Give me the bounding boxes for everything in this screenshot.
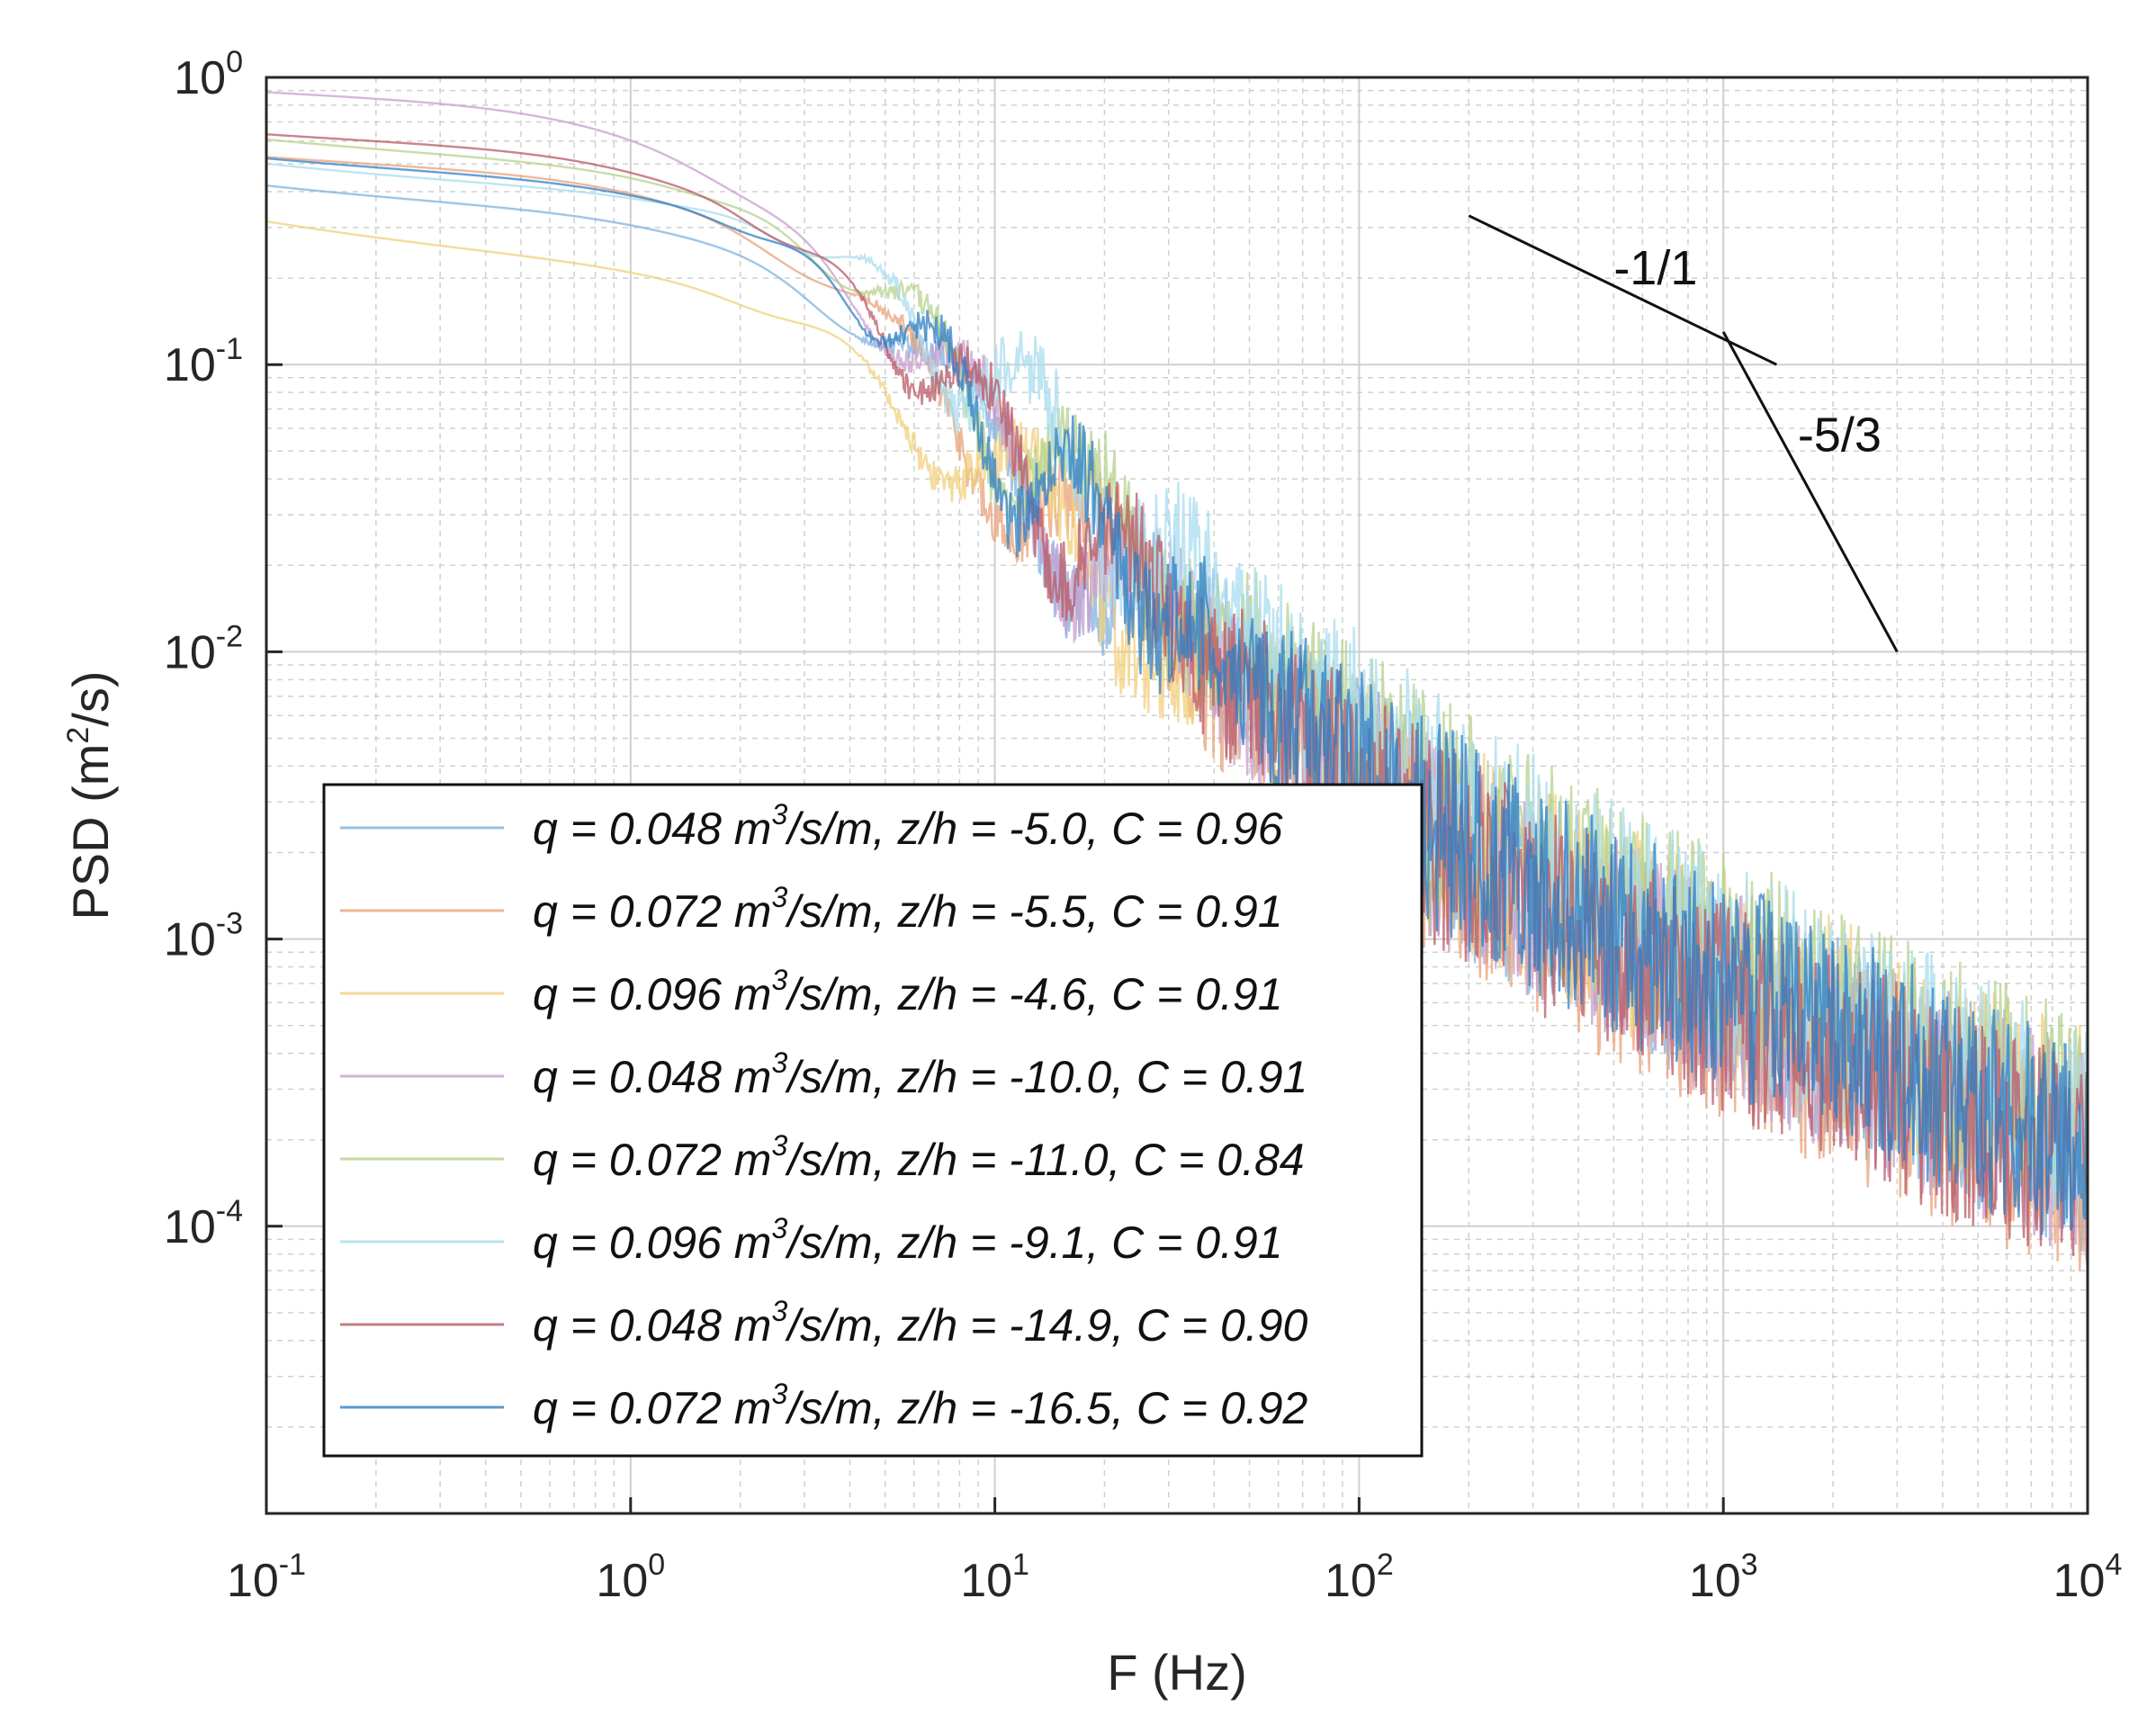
legend-entry: q = 0.048 m3/s/m, z/h = -5.0, C = 0.96 [533, 798, 1283, 854]
legend-entry: q = 0.072 m3/s/m, z/h = -16.5, C = 0.92 [533, 1378, 1308, 1433]
series-group [265, 91, 2089, 1271]
x-tick-label: 100 [596, 1548, 665, 1607]
x-axis-ticks: 10-1 100 101 102 103 104 [227, 1497, 2122, 1607]
legend-entry: q = 0.072 m3/s/m, z/h = -5.5, C = 0.91 [533, 881, 1283, 937]
slope-line [1468, 214, 1778, 366]
x-tick-label: 102 [1325, 1548, 1394, 1607]
x-tick-label: 10-1 [227, 1548, 306, 1607]
slope-label: -1/1 [1613, 241, 1697, 295]
y-tick-label: 10-1 [164, 332, 243, 391]
x-tick-label: 103 [1689, 1548, 1758, 1607]
y-tick-label: 10-4 [164, 1194, 243, 1253]
legend-items: q = 0.048 m3/s/m, z/h = -5.0, C = 0.96 q … [340, 798, 1308, 1433]
slope-label: -5/3 [1798, 408, 1882, 462]
legend: q = 0.048 m3/s/m, z/h = -5.0, C = 0.96 q … [322, 783, 1424, 1458]
legend-box [322, 783, 1424, 1458]
legend-entry: q = 0.096 m3/s/m, z/h = -9.1, C = 0.91 [533, 1212, 1283, 1268]
y-tick-label: 100 [174, 45, 243, 104]
legend-entry: q = 0.048 m3/s/m, z/h = -10.0, C = 0.91 [533, 1046, 1307, 1102]
x-tick-label: 104 [2053, 1548, 2123, 1607]
x-tick-label: 101 [960, 1548, 1029, 1607]
y-axis-label: PSD (m2/s) [61, 670, 119, 920]
legend-entry: q = 0.072 m3/s/m, z/h = -11.0, C = 0.84 [533, 1129, 1305, 1185]
series-line [265, 157, 2089, 1235]
legend-entry: q = 0.048 m3/s/m, z/h = -14.9, C = 0.90 [533, 1295, 1308, 1351]
y-tick-label: 10-3 [164, 907, 243, 966]
slope-lines: -1/1 -5/3 [1468, 214, 1899, 653]
plot-frame [265, 76, 2089, 1515]
slope-line [1721, 331, 1899, 653]
y-tick-label: 10-2 [164, 619, 243, 678]
y-axis-ticks: 100 10-1 10-2 10-3 10-4 [164, 45, 283, 1253]
x-axis-label: F (Hz) [1107, 1644, 1247, 1701]
legend-entry: q = 0.096 m3/s/m, z/h = -4.6, C = 0.91 [533, 964, 1283, 1019]
